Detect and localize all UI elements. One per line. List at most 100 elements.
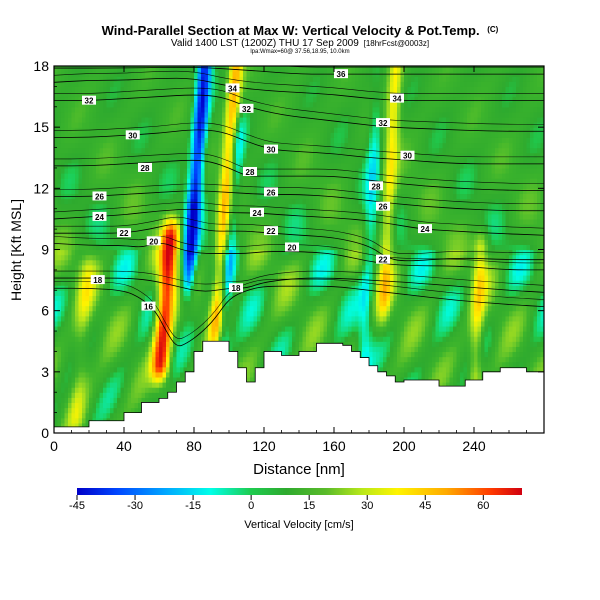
field-cell — [173, 66, 178, 72]
field-cell — [110, 259, 115, 266]
field-cell — [274, 86, 279, 93]
field-cell — [148, 320, 153, 327]
field-cell — [246, 208, 251, 215]
field-cell — [218, 71, 223, 77]
field-cell — [71, 244, 76, 251]
field-cell — [243, 229, 248, 235]
field-cell — [176, 167, 181, 174]
field-cell — [155, 116, 160, 123]
field-cell — [54, 198, 59, 205]
field-cell — [229, 193, 234, 200]
field-cell — [285, 137, 290, 144]
field-cell — [250, 147, 255, 154]
field-cell — [82, 387, 87, 393]
field-cell — [243, 244, 248, 251]
field-cell — [278, 229, 283, 235]
field-cell — [264, 91, 269, 98]
field-cell — [187, 254, 192, 261]
field-cell — [180, 264, 185, 271]
field-cell — [61, 371, 66, 378]
field-cell — [54, 244, 59, 251]
field-cell — [85, 173, 90, 179]
field-cell — [243, 239, 248, 246]
field-cell — [257, 86, 262, 93]
field-cell — [285, 66, 290, 72]
field-cell — [124, 290, 129, 296]
field-cell — [197, 91, 202, 98]
field-cell — [124, 96, 129, 103]
field-cell — [194, 331, 199, 337]
field-cell — [292, 310, 297, 317]
field-cell — [285, 259, 290, 266]
field-cell — [239, 91, 244, 98]
field-cell — [197, 254, 202, 261]
field-cell — [89, 285, 94, 291]
field-cell — [208, 234, 213, 240]
field-cell — [54, 264, 59, 271]
field-cell — [274, 218, 279, 225]
field-cell — [134, 208, 139, 215]
field-cell — [99, 382, 104, 388]
field-cell — [71, 152, 76, 159]
field-cell — [138, 259, 143, 266]
field-cell — [110, 382, 115, 388]
field-cell — [239, 300, 244, 307]
field-cell — [208, 218, 213, 225]
field-cell — [281, 325, 286, 332]
field-cell — [281, 178, 286, 184]
field-cell — [183, 295, 188, 302]
field-cell — [124, 402, 129, 409]
field-cell — [236, 325, 241, 332]
field-cell — [264, 239, 269, 246]
field-cell — [232, 178, 237, 184]
field-cell — [54, 422, 59, 429]
field-cell — [197, 310, 202, 317]
field-cell — [190, 239, 195, 246]
field-cell — [82, 213, 87, 220]
field-cell — [85, 208, 90, 215]
field-cell — [274, 152, 279, 159]
field-cell — [127, 127, 132, 133]
field-cell — [264, 86, 269, 93]
field-cell — [288, 122, 293, 128]
field-cell — [180, 310, 185, 317]
field-cell — [180, 249, 185, 256]
field-cell — [271, 320, 276, 327]
field-cell — [225, 106, 230, 113]
field-cell — [253, 106, 258, 113]
field-cell — [204, 152, 209, 159]
field-cell — [57, 142, 62, 149]
field-cell — [166, 208, 171, 215]
field-cell — [82, 325, 87, 332]
field-cell — [250, 183, 255, 189]
field-cell — [271, 264, 276, 271]
field-cell — [204, 331, 209, 337]
field-cell — [131, 325, 136, 332]
field-cell — [288, 269, 293, 276]
field-cell — [120, 285, 125, 291]
field-cell — [113, 111, 118, 118]
field-cell — [82, 290, 87, 296]
field-cell — [134, 346, 139, 353]
field-cell — [183, 218, 188, 225]
field-cell — [57, 371, 62, 378]
field-cell — [155, 315, 160, 322]
field-cell — [292, 157, 297, 164]
field-cell — [120, 300, 125, 307]
field-cell — [288, 152, 293, 159]
field-cell — [215, 122, 220, 128]
field-cell — [229, 127, 234, 133]
field-cell — [117, 86, 122, 93]
field-cell — [292, 336, 297, 342]
field-cell — [257, 295, 262, 302]
field-cell — [92, 305, 97, 312]
field-cell — [288, 300, 293, 307]
field-cell — [264, 137, 269, 144]
field-cell — [208, 264, 213, 271]
field-cell — [92, 300, 97, 307]
field-cell — [271, 290, 276, 296]
field-cell — [271, 234, 276, 240]
field-cell — [124, 259, 129, 266]
field-cell — [131, 193, 136, 200]
field-cell — [253, 183, 258, 189]
